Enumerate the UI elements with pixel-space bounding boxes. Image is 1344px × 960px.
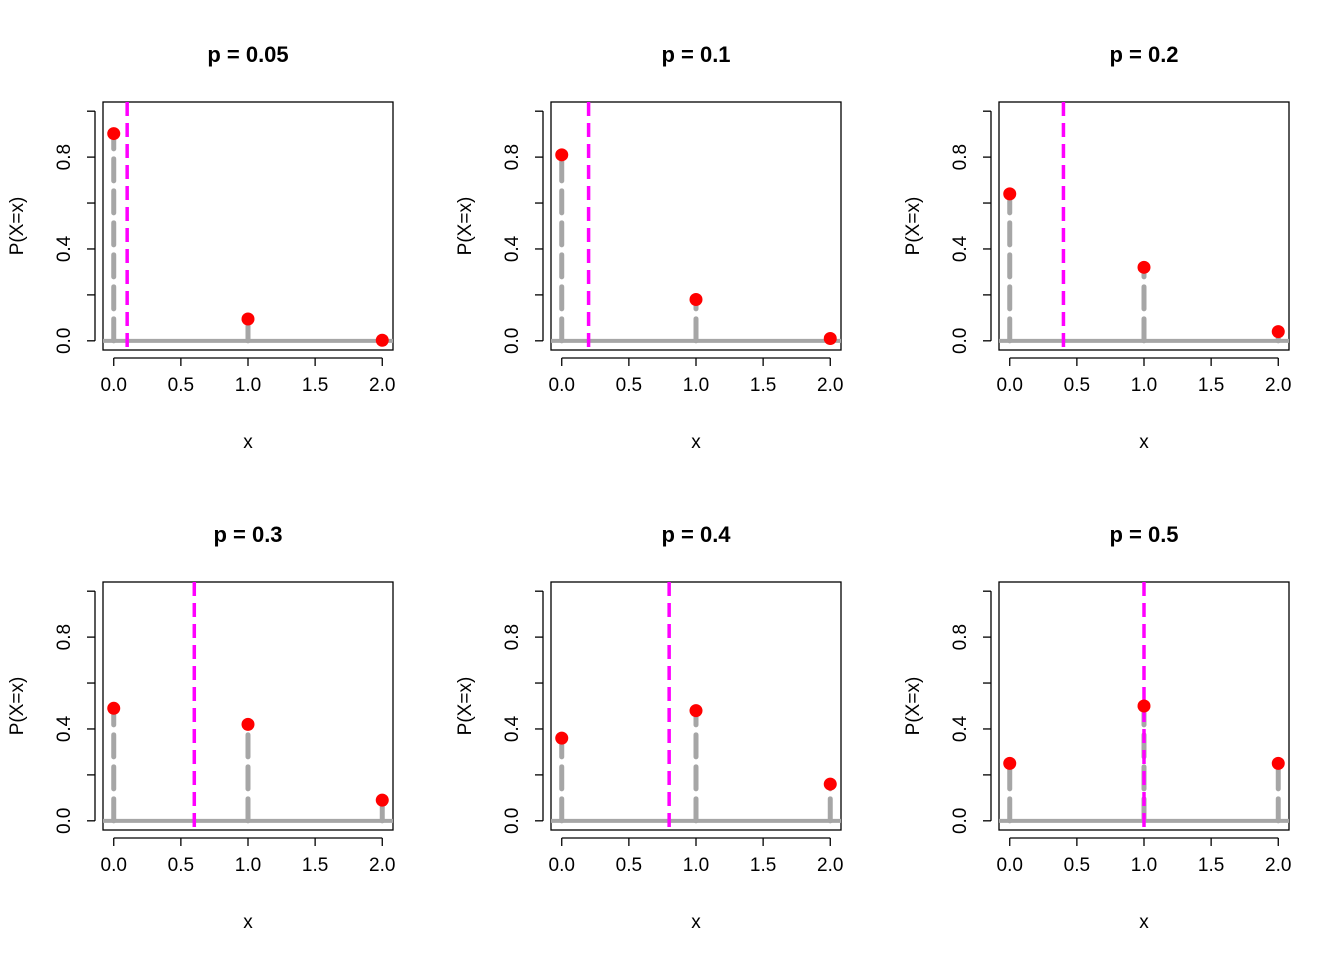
x-axis-label: x <box>243 912 253 933</box>
x-tick-label: 0.5 <box>168 375 194 396</box>
y-tick-label: 0.4 <box>502 715 523 742</box>
x-axis-label: x <box>691 432 701 453</box>
probability-point <box>555 731 569 745</box>
x-tick-label: 1.5 <box>302 855 328 876</box>
x-tick-label: 1.5 <box>1198 855 1224 876</box>
probability-point <box>1003 756 1017 770</box>
probability-point <box>107 127 121 141</box>
x-tick-label: 2.0 <box>369 855 395 876</box>
probability-point <box>1003 187 1017 201</box>
y-axis-label: P(X=x) <box>903 677 924 736</box>
y-tick-label: 0.8 <box>950 624 971 650</box>
x-tick-label: 1.5 <box>1198 375 1224 396</box>
panel-5: p = 0.4 0.0 0.5 1.0 1.5 2.0 0.0 0.4 0.8 x P(X=x) <box>455 522 843 933</box>
probability-point <box>375 333 389 347</box>
x-tick-label: 2.0 <box>817 855 843 876</box>
y-tick-label: 0.4 <box>54 235 75 262</box>
probability-point <box>375 793 389 807</box>
y-axis-label: P(X=x) <box>7 677 28 736</box>
x-tick-label: 0.5 <box>1064 375 1090 396</box>
x-tick-label: 0.0 <box>997 375 1023 396</box>
plot-frame <box>998 101 1290 351</box>
panel-title: p = 0.2 <box>1109 42 1178 67</box>
x-tick-label: 1.0 <box>235 855 261 876</box>
x-tick-label: 0.0 <box>549 855 575 876</box>
probability-point <box>1137 699 1151 713</box>
y-tick-label: 0.0 <box>54 808 75 834</box>
y-axis-label: P(X=x) <box>903 197 924 256</box>
y-axis-label: P(X=x) <box>455 197 476 256</box>
plot-frame <box>550 581 842 831</box>
plot-frame <box>550 101 842 351</box>
y-tick-label: 0.4 <box>54 715 75 742</box>
probability-point <box>689 704 703 718</box>
probability-point <box>1271 325 1285 339</box>
y-tick-label: 0.8 <box>502 624 523 650</box>
x-axis-label: x <box>1139 432 1149 453</box>
x-tick-label: 0.5 <box>616 855 642 876</box>
x-tick-label: 0.0 <box>549 375 575 396</box>
x-tick-label: 1.0 <box>1131 375 1157 396</box>
x-tick-label: 0.0 <box>101 375 127 396</box>
panel-title: p = 0.4 <box>661 522 731 547</box>
y-tick-label: 0.8 <box>950 144 971 170</box>
probability-point <box>555 148 569 162</box>
panel-3: p = 0.2 0.0 0.5 1.0 1.5 2.0 0.0 0.4 0.8 x P(X=x) <box>903 42 1291 453</box>
x-tick-label: 1.5 <box>750 375 776 396</box>
y-tick-label: 0.0 <box>502 808 523 834</box>
y-tick-label: 0.0 <box>502 328 523 354</box>
y-tick-label: 0.8 <box>54 144 75 170</box>
x-tick-label: 1.0 <box>683 855 709 876</box>
panel-6: p = 0.5 0.0 0.5 1.0 1.5 2.0 0.0 0.4 0.8 x P(X=x) <box>903 522 1291 933</box>
probability-point <box>823 332 837 346</box>
y-tick-label: 0.8 <box>502 144 523 170</box>
panel-2: p = 0.1 0.0 0.5 1.0 1.5 2.0 0.0 0.4 0.8 x P(X=x) <box>455 42 843 453</box>
y-tick-label: 0.4 <box>950 235 971 262</box>
x-tick-label: 0.5 <box>168 855 194 876</box>
x-tick-label: 2.0 <box>817 375 843 396</box>
y-tick-label: 0.0 <box>54 328 75 354</box>
probability-point <box>241 717 255 731</box>
x-tick-label: 2.0 <box>1265 855 1291 876</box>
plot-frame <box>102 101 394 351</box>
x-axis-label: x <box>1139 912 1149 933</box>
y-axis-label: P(X=x) <box>455 677 476 736</box>
panel-title: p = 0.1 <box>661 42 730 67</box>
y-tick-label: 0.0 <box>950 808 971 834</box>
panel-1: p = 0.05 0.0 0.5 1.0 1.5 2.0 0.0 0.4 0.8 x P(X=x) <box>7 42 395 453</box>
panel-title: p = 0.3 <box>213 522 282 547</box>
x-tick-label: 1.5 <box>750 855 776 876</box>
y-axis-label: P(X=x) <box>7 197 28 256</box>
x-tick-label: 2.0 <box>1265 375 1291 396</box>
probability-point <box>241 312 255 326</box>
x-tick-label: 0.5 <box>616 375 642 396</box>
x-axis-label: x <box>691 912 701 933</box>
probability-point <box>823 777 837 791</box>
plot-frame <box>102 581 394 831</box>
panel-4: p = 0.3 0.0 0.5 1.0 1.5 2.0 0.0 0.4 0.8 x P(X=x) <box>7 522 395 933</box>
x-tick-label: 1.0 <box>235 375 261 396</box>
y-tick-label: 0.4 <box>502 235 523 262</box>
x-axis-label: x <box>243 432 253 453</box>
panel-title: p = 0.5 <box>1109 522 1178 547</box>
x-tick-label: 2.0 <box>369 375 395 396</box>
x-tick-label: 1.0 <box>683 375 709 396</box>
x-tick-label: 0.0 <box>101 855 127 876</box>
x-tick-label: 1.0 <box>1131 855 1157 876</box>
probability-point <box>689 292 703 306</box>
y-tick-label: 0.8 <box>54 624 75 650</box>
probability-point <box>1271 756 1285 770</box>
y-tick-label: 0.4 <box>950 715 971 742</box>
probability-point <box>1137 260 1151 274</box>
x-tick-label: 0.5 <box>1064 855 1090 876</box>
x-tick-label: 0.0 <box>997 855 1023 876</box>
panel-title: p = 0.05 <box>207 42 288 67</box>
y-tick-label: 0.0 <box>950 328 971 354</box>
x-tick-label: 1.5 <box>302 375 328 396</box>
probability-point <box>107 701 121 715</box>
